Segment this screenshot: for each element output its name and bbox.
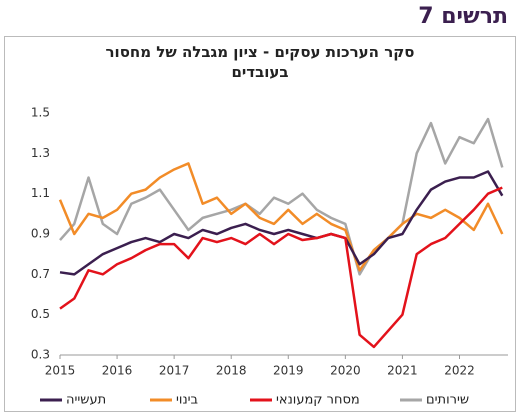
x-tick-label: 2018 — [216, 364, 247, 378]
legend-label: שירותים — [426, 393, 469, 408]
y-tick-label: 0.5 — [31, 307, 50, 321]
series-line — [59, 117, 504, 276]
legend-label: תעשייה — [66, 393, 106, 408]
chart-number: תרשים 7 — [418, 4, 508, 29]
x-tick-label: 2017 — [159, 364, 190, 378]
y-tick-label: 1.3 — [31, 146, 50, 160]
legend-label: מסחר קמעונאי — [276, 393, 360, 408]
x-tick-label: 2021 — [387, 364, 418, 378]
chart-frame — [4, 36, 516, 412]
x-tick-label: 2022 — [444, 364, 475, 378]
x-tick-label: 2016 — [102, 364, 133, 378]
x-tick-label: 2019 — [273, 364, 304, 378]
series-line — [58, 162, 504, 272]
y-tick-label: 1.5 — [31, 106, 50, 120]
series-line — [59, 170, 504, 276]
y-tick-label: 1.1 — [31, 186, 50, 200]
x-tick-label: 2020 — [330, 364, 361, 378]
y-tick-label: 0.3 — [31, 348, 50, 362]
x-tick-label: 2015 — [45, 364, 76, 378]
legend-label: בינוי — [176, 393, 198, 408]
y-tick-label: 0.7 — [31, 267, 50, 281]
y-tick-label: 0.9 — [31, 227, 50, 241]
series-line — [59, 186, 503, 349]
chart-subtitle: סקר הערכות עסקים - ציון מגבלה של מחסור ב… — [105, 43, 415, 81]
